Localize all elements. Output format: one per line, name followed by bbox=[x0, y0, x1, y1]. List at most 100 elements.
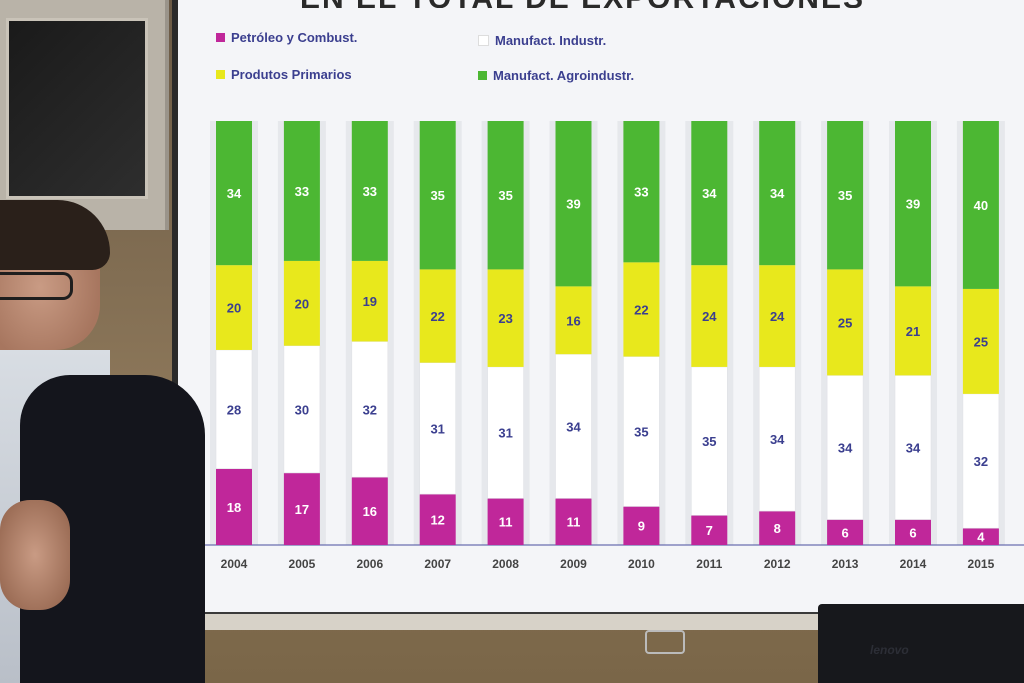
bar-segment bbox=[690, 366, 728, 516]
bar-segment bbox=[283, 345, 321, 474]
legend-item-manufact-agroindustr: Manufact. Agroindustr. bbox=[478, 68, 634, 83]
presenter bbox=[0, 200, 210, 683]
bar-segment bbox=[962, 121, 999, 289]
data-label: 20 bbox=[295, 296, 309, 311]
data-label: 39 bbox=[566, 197, 580, 212]
screen-frame-bottom bbox=[172, 612, 1024, 630]
data-label: 6 bbox=[909, 525, 916, 540]
legend-label-manufact-industr: Manufact. Industr. bbox=[495, 33, 607, 48]
bar-segment bbox=[283, 472, 320, 545]
legend-swatch-manufact-agroindustr bbox=[478, 71, 487, 80]
data-label: 39 bbox=[906, 197, 920, 212]
data-label: 35 bbox=[838, 188, 852, 203]
bar-segment bbox=[419, 121, 456, 270]
x-tick-label: 2004 bbox=[221, 557, 248, 571]
bar-segment bbox=[419, 362, 457, 495]
data-label: 11 bbox=[499, 515, 513, 530]
bar-segment bbox=[758, 366, 796, 512]
bar-segment bbox=[351, 121, 388, 261]
legend-item-petroleo: Petróleo y Combust. bbox=[216, 30, 357, 45]
data-label: 25 bbox=[974, 334, 988, 349]
bar-segment bbox=[691, 121, 728, 266]
data-label: 35 bbox=[702, 434, 716, 449]
data-label: 16 bbox=[566, 313, 580, 328]
window-pane bbox=[6, 18, 148, 199]
presenter-hair bbox=[0, 200, 110, 270]
presenter-hand bbox=[0, 500, 70, 610]
bar-segment bbox=[759, 265, 796, 367]
data-label: 4 bbox=[977, 530, 985, 545]
data-label: 33 bbox=[295, 184, 309, 199]
x-tick-label: 2007 bbox=[424, 557, 451, 571]
legend-item-produtos-primarios: Produtos Primarios bbox=[216, 67, 352, 82]
bar-segment bbox=[759, 121, 796, 266]
bar-segment bbox=[623, 506, 660, 545]
data-label: 32 bbox=[363, 402, 377, 417]
data-label: 31 bbox=[498, 426, 512, 441]
data-label: 33 bbox=[363, 184, 377, 199]
data-label: 34 bbox=[770, 432, 785, 447]
data-label: 40 bbox=[974, 198, 988, 213]
bar-segment bbox=[962, 528, 999, 545]
bar-segment bbox=[623, 121, 660, 263]
data-label: 11 bbox=[567, 515, 581, 530]
bar-segment bbox=[895, 286, 931, 376]
data-label: 6 bbox=[841, 525, 848, 540]
bar-segment bbox=[487, 121, 524, 270]
data-label: 19 bbox=[363, 294, 377, 309]
presenter-glasses bbox=[0, 272, 73, 300]
bar-segment bbox=[216, 121, 252, 266]
x-tick-label: 2013 bbox=[832, 557, 859, 571]
data-label: 34 bbox=[906, 440, 921, 455]
x-tick-label: 2011 bbox=[696, 557, 722, 571]
bar-segment bbox=[351, 260, 388, 342]
x-tick-label: 2008 bbox=[492, 557, 519, 571]
bar-segment bbox=[827, 121, 864, 270]
bar-segment bbox=[555, 353, 592, 499]
data-label: 24 bbox=[770, 309, 785, 324]
bar-segment bbox=[895, 519, 931, 545]
bar-segment bbox=[283, 260, 320, 346]
data-label: 35 bbox=[498, 188, 512, 203]
data-label: 32 bbox=[974, 454, 988, 469]
legend-item-manufact-industr: Manufact. Industr. bbox=[478, 33, 606, 48]
x-tick-label: 2014 bbox=[900, 557, 927, 571]
screen-mount bbox=[645, 630, 685, 654]
data-label: 7 bbox=[706, 523, 713, 538]
x-tick-label: 2009 bbox=[560, 557, 587, 571]
data-label: 30 bbox=[295, 402, 309, 417]
bar-segment bbox=[759, 511, 796, 545]
data-label: 18 bbox=[227, 500, 241, 515]
bar-segment bbox=[351, 477, 388, 545]
data-label: 28 bbox=[227, 402, 241, 417]
data-label: 8 bbox=[774, 521, 781, 536]
data-label: 34 bbox=[838, 440, 853, 455]
data-label: 33 bbox=[634, 185, 648, 200]
data-label: 35 bbox=[430, 188, 444, 203]
bar-segment bbox=[487, 366, 524, 499]
data-label: 34 bbox=[227, 186, 242, 201]
bar-segment bbox=[487, 269, 524, 367]
data-label: 34 bbox=[566, 419, 581, 434]
laptop bbox=[818, 604, 1024, 683]
bar-segment bbox=[487, 498, 524, 545]
bar-segment bbox=[691, 265, 728, 367]
bar-segment bbox=[894, 375, 932, 520]
bar-segment bbox=[691, 515, 728, 545]
bar-segment bbox=[623, 262, 660, 357]
bar-segment bbox=[555, 121, 592, 287]
x-tick-label: 2015 bbox=[968, 557, 995, 571]
data-label: 16 bbox=[363, 504, 377, 519]
data-label: 25 bbox=[838, 315, 852, 330]
data-label: 22 bbox=[634, 302, 648, 317]
data-label: 31 bbox=[430, 421, 444, 436]
bar-segment bbox=[826, 375, 864, 520]
data-label: 35 bbox=[634, 425, 648, 440]
data-label: 20 bbox=[227, 301, 241, 316]
bar-segment bbox=[283, 121, 320, 261]
bar-segment bbox=[419, 494, 456, 545]
bar-segment bbox=[827, 269, 864, 376]
data-label: 34 bbox=[770, 186, 785, 201]
data-label: 21 bbox=[906, 324, 920, 339]
